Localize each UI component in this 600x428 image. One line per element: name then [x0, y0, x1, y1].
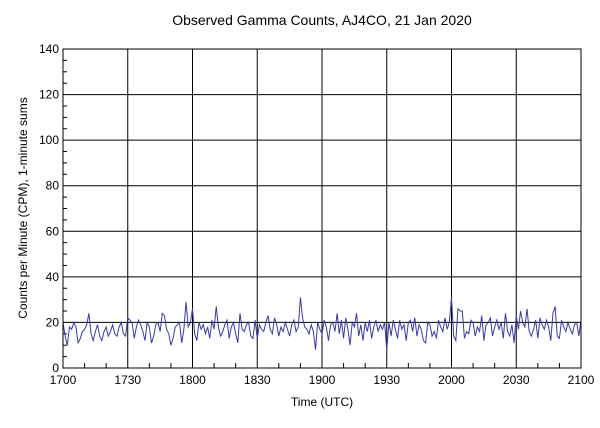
y-tick-label: 80 [46, 179, 60, 193]
ticks [63, 59, 560, 368]
y-tick-label: 140 [39, 42, 59, 56]
y-tick-label: 100 [39, 133, 59, 147]
x-axis-label: Time (UTC) [291, 395, 353, 409]
x-tick-label: 2030 [503, 373, 530, 387]
y-tick-label: 120 [39, 88, 59, 102]
x-tick-label: 1730 [114, 373, 141, 387]
grid [63, 49, 581, 368]
x-tick-label: 2100 [568, 373, 595, 387]
series-line [62, 297, 582, 350]
tick-labels: 1700 1730 1800 1830 1900 1930 2000 2030 2100 0 20 4… [39, 42, 595, 387]
x-tick-label: 1800 [179, 373, 206, 387]
x-tick-label: 2000 [438, 373, 465, 387]
x-tick-label: 1700 [50, 373, 77, 387]
y-tick-label: 60 [46, 224, 60, 238]
x-tick-label: 1930 [373, 373, 400, 387]
x-tick-label: 1830 [244, 373, 271, 387]
y-tick-label: 20 [46, 315, 60, 329]
plot-frame [62, 48, 582, 369]
chart-title: Observed Gamma Counts, AJ4CO, 21 Jan 202… [172, 12, 472, 28]
y-axis-label: Counts per Minute (CPM), 1-minute sums [16, 97, 30, 318]
y-tick-label: 0 [52, 361, 59, 375]
x-tick-label: 1900 [309, 373, 336, 387]
y-tick-label: 40 [46, 270, 60, 284]
